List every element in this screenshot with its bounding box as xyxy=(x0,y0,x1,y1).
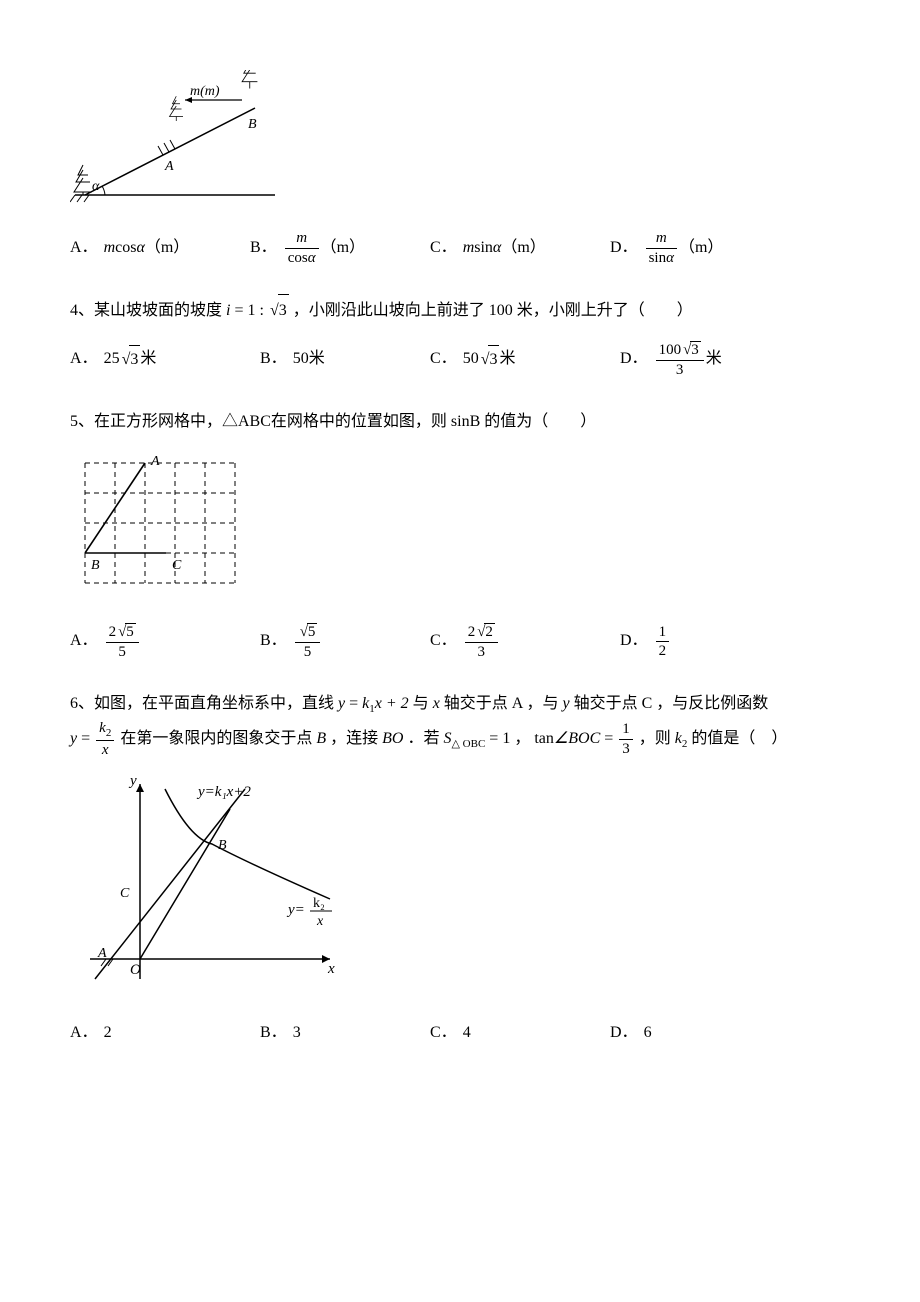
opt-label: A． xyxy=(70,234,98,263)
q3-opt-B: B． mcosα （m） xyxy=(250,230,430,266)
tree-left xyxy=(74,165,92,195)
q6-text-line1: 6、如图，在平面直角坐标系中，直线 y = k1x + 2 与 x 轴交于点 A… xyxy=(70,688,850,720)
q5-text: 5、在正方形网格中，△ABC在网格中的位置如图，则 sinB 的值为（ ） xyxy=(70,406,850,438)
q5-opt-D: D． 12 xyxy=(620,624,671,660)
svg-text:A: A xyxy=(150,454,160,469)
q6-figure: y x O A C B y=k₁x+2 y= k₂ x xyxy=(70,769,850,999)
q5-options: A． 255 B． 55 C． 223 D． 12 xyxy=(70,623,850,660)
q3-options: A． mcosα （m） B． mcosα （m） C． msinα （m） D… xyxy=(70,230,850,266)
svg-text:x: x xyxy=(327,961,335,977)
q4-text: 4、某山坡坡面的坡度 i = 1 : 3 ，小刚沿此山坡向上前进了 100 米，… xyxy=(70,294,850,327)
svg-text:y=: y= xyxy=(286,902,305,918)
q6-opt-B: B． 3 xyxy=(260,1019,430,1048)
svg-text:C: C xyxy=(120,886,130,901)
svg-text:O: O xyxy=(130,962,141,978)
q3-opt-D: D． msinα （m） xyxy=(610,230,723,266)
alpha-label: α xyxy=(92,179,100,194)
svg-text:k₂: k₂ xyxy=(313,896,325,911)
q4-opt-C: C． 503 米 xyxy=(430,345,620,375)
q5-opt-A: A． 255 xyxy=(70,623,260,660)
q5-opt-C: C． 223 xyxy=(430,623,620,660)
q3-opt-C: C． msinα （m） xyxy=(430,234,610,263)
opt-label: D． xyxy=(610,234,638,263)
q6-opt-C: C． 4 xyxy=(430,1019,610,1048)
svg-text:y=k₁x+2: y=k₁x+2 xyxy=(196,784,251,800)
svg-text:y: y xyxy=(128,773,137,789)
label-B: B xyxy=(248,117,257,132)
svg-text:x: x xyxy=(316,914,324,929)
q4-opt-A: A． 253 米 xyxy=(70,345,260,375)
grid-diagram: A B C xyxy=(70,448,260,603)
q6-opt-A: A． 2 xyxy=(70,1019,260,1048)
tree-right xyxy=(242,70,257,89)
coord-diagram: y x O A C B y=k₁x+2 y= k₂ x xyxy=(70,769,370,999)
opt-label: B． xyxy=(250,234,277,263)
svg-text:A: A xyxy=(97,946,107,961)
svg-text:C: C xyxy=(172,558,182,573)
q6-opt-D: D． 6 xyxy=(610,1019,652,1048)
q6-text-line2: y = k2x 在第一象限内的图象交于点 B ，连接 BO ．若 S△ OBC … xyxy=(70,720,850,759)
q4-opt-B: B． 50 米 xyxy=(260,345,430,374)
slope-diagram: α A B m(m) xyxy=(70,70,280,210)
q4-opt-D: D． 10033 米 xyxy=(620,341,722,378)
q3-figure: α A B m(m) xyxy=(70,70,850,210)
svg-text:B: B xyxy=(91,558,100,573)
opt-label: C． xyxy=(430,234,457,263)
tree-mid xyxy=(170,96,184,121)
label-m: m(m) xyxy=(190,84,220,99)
q4-options: A． 253 米 B． 50 米 C． 503 米 D． 10033 米 xyxy=(70,341,850,378)
q5-opt-B: B． 55 xyxy=(260,623,430,660)
label-A: A xyxy=(164,159,174,174)
q6-options: A． 2 B． 3 C． 4 D． 6 xyxy=(70,1019,850,1048)
q3-opt-A: A． mcosα （m） xyxy=(70,234,250,263)
q5-figure: A B C xyxy=(70,448,850,603)
